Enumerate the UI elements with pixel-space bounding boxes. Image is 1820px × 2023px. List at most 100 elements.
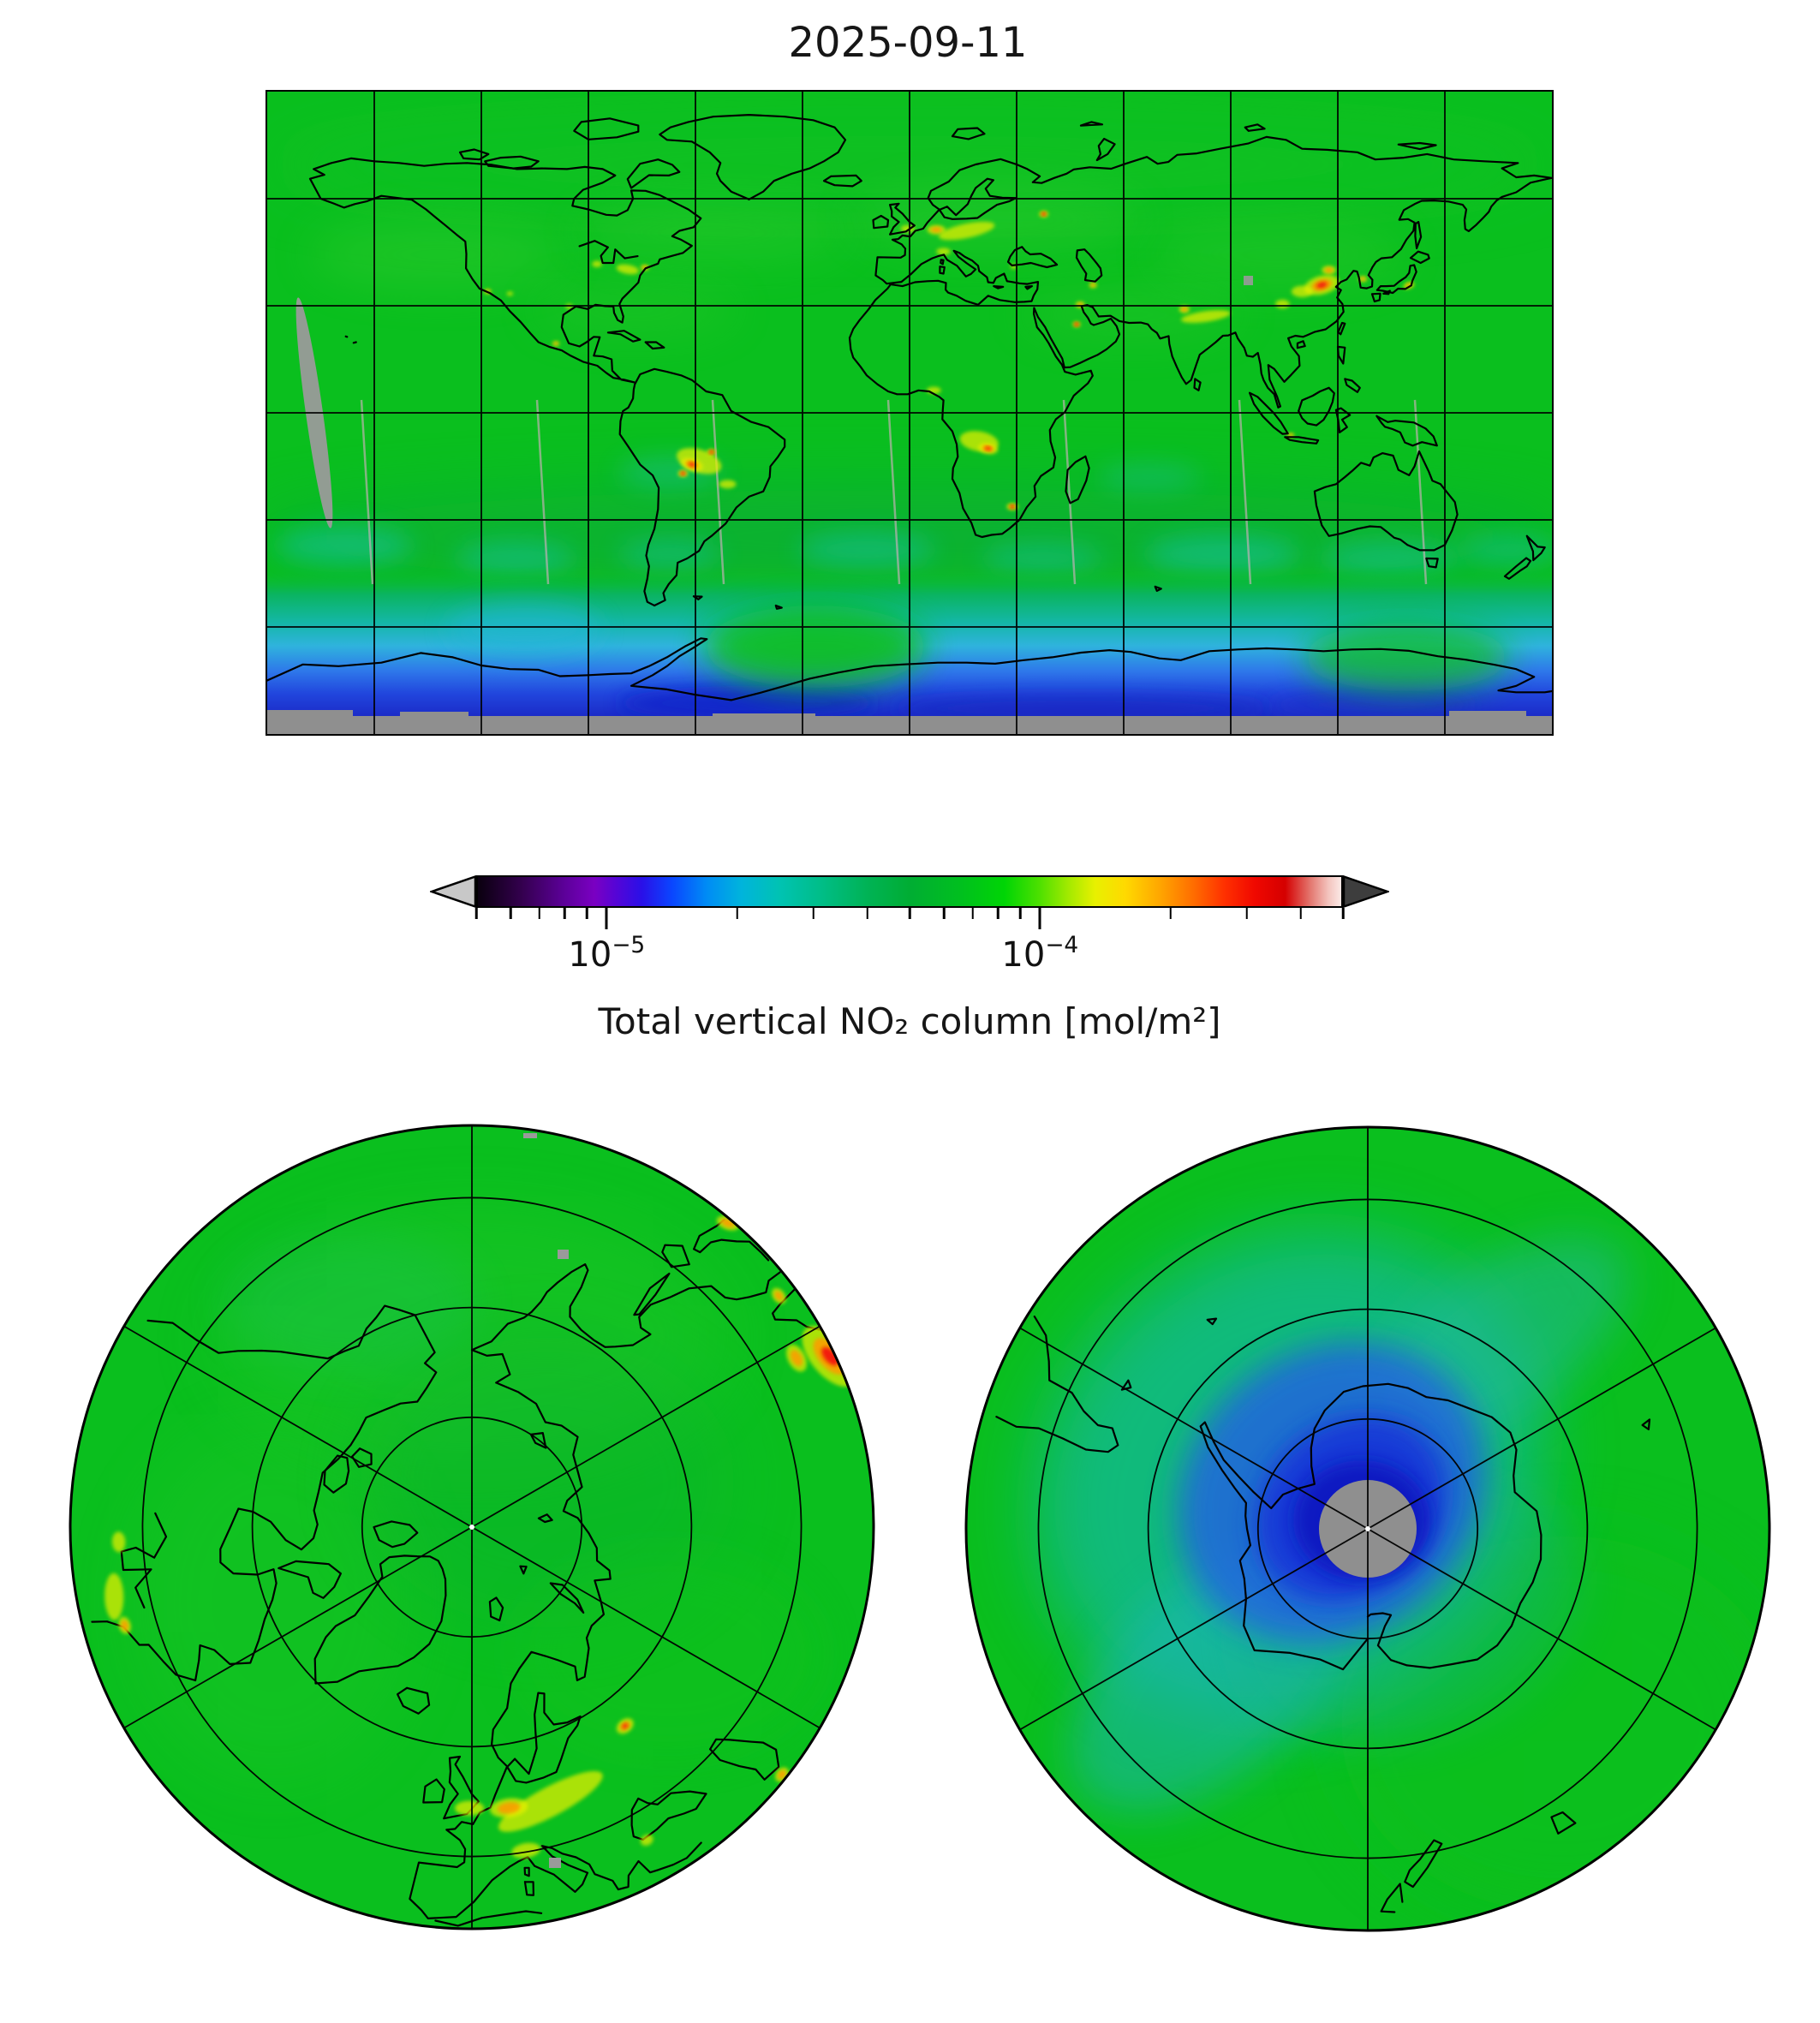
colorbar-gradient — [476, 875, 1343, 908]
coastline — [1249, 391, 1289, 435]
pole-marker — [1365, 1526, 1370, 1531]
coastline — [397, 1686, 431, 1715]
field-blob — [774, 1291, 784, 1301]
coastline — [1334, 407, 1352, 433]
field-blob — [821, 1346, 838, 1366]
graticule — [267, 92, 1552, 734]
field-blob — [1098, 463, 1201, 491]
coastline — [1404, 1839, 1443, 1889]
coastline — [993, 285, 1005, 289]
coastline — [1336, 345, 1346, 365]
coastline — [1193, 378, 1202, 391]
field-blob — [1316, 282, 1328, 289]
coastline — [1641, 1418, 1651, 1430]
coastline — [774, 604, 783, 610]
coastline — [848, 135, 1552, 539]
field-blob — [985, 446, 992, 451]
field-blob — [1180, 310, 1231, 323]
field-blob — [222, 1234, 479, 1371]
field-blob — [104, 1572, 124, 1620]
map-boundary — [69, 1124, 875, 1931]
field-blob — [310, 220, 567, 289]
coastline — [1244, 123, 1266, 132]
coastline — [308, 157, 702, 384]
field-blob — [1269, 691, 1475, 719]
field-blob — [1021, 289, 1244, 340]
coastline — [1206, 1317, 1218, 1326]
gray-step — [1449, 711, 1526, 717]
field-blob — [1145, 535, 1299, 573]
coastline — [1525, 534, 1546, 562]
coastline — [630, 1790, 707, 1841]
orbit-seam-streak — [360, 399, 374, 585]
field-blob — [618, 539, 721, 570]
field-blob — [640, 1835, 653, 1846]
colorbar-tick — [1169, 908, 1172, 919]
colorbar-tick — [942, 908, 946, 919]
coastline — [1503, 557, 1532, 580]
coastlines — [91, 1219, 821, 1927]
field-blob — [719, 480, 737, 489]
colorbar-tick — [585, 908, 588, 919]
gray-step — [713, 713, 815, 717]
world-map-panel — [266, 90, 1554, 736]
colorbar-tick-label: 10−4 — [1001, 932, 1079, 975]
coastline — [1024, 285, 1033, 290]
field-blob — [455, 1800, 485, 1816]
coastline — [267, 637, 1552, 701]
coastline — [1344, 378, 1361, 393]
coastline — [1380, 1883, 1404, 1913]
coastline — [822, 174, 862, 188]
coastline — [889, 202, 916, 236]
field-blob — [616, 264, 639, 275]
orbit-seam-streak — [1238, 399, 1252, 585]
field-blob — [128, 1423, 419, 1782]
coastline — [1382, 289, 1391, 295]
colorbar-over-arrow-icon — [1343, 875, 1389, 908]
colorbar-tick — [1299, 908, 1303, 919]
coastline — [573, 117, 640, 140]
coastline — [1296, 340, 1306, 349]
coastline — [1006, 246, 1059, 269]
colorbar-tick — [971, 908, 975, 919]
coastline — [537, 1513, 553, 1524]
colorbar-tick — [1038, 908, 1041, 929]
coastline — [549, 1582, 585, 1614]
field-blob — [1360, 277, 1366, 281]
coastline — [606, 330, 641, 343]
field-blob — [111, 1531, 126, 1553]
graticule — [1018, 1127, 1717, 1931]
field-blob — [1275, 299, 1290, 308]
coastline — [1370, 292, 1381, 303]
gray-specks — [523, 1133, 569, 1868]
field-blob — [709, 451, 714, 454]
field-blob — [498, 1770, 603, 1832]
field-blob — [592, 260, 602, 267]
colorbar-tick-label: 10−5 — [568, 932, 646, 975]
coastline — [1375, 264, 1417, 295]
orbit-seam-streak — [1062, 399, 1077, 585]
field-blob — [1291, 285, 1313, 297]
world-map — [267, 92, 1552, 734]
coastline — [995, 1316, 1119, 1453]
coastline — [313, 1555, 447, 1685]
coastline — [1075, 248, 1103, 283]
coastline — [373, 1520, 419, 1549]
field-blob — [511, 1842, 541, 1859]
gray-step — [400, 712, 468, 717]
coastline — [1425, 557, 1439, 569]
coastline — [1284, 436, 1320, 445]
gray-speck — [1244, 276, 1253, 285]
field-blob — [927, 386, 941, 394]
field-blob — [778, 1769, 786, 1780]
coastline — [644, 341, 665, 350]
field-blob — [1149, 220, 1406, 289]
field-blob — [447, 604, 601, 655]
coastline — [323, 1454, 350, 1494]
coastline — [409, 1263, 821, 1927]
orbit-seam-streak — [711, 399, 725, 585]
colorbar-tick — [908, 908, 911, 919]
field-blob — [704, 606, 927, 688]
coastlines — [267, 114, 1552, 701]
coastline — [523, 1866, 530, 1877]
